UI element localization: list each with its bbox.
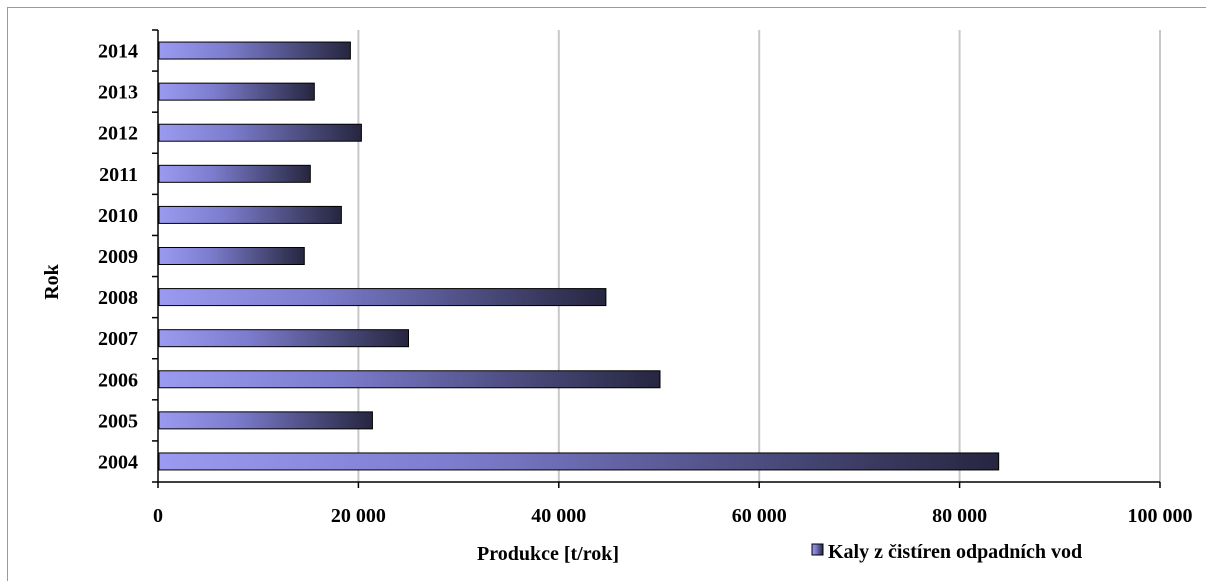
bar-2013 [158,82,315,101]
chart-frame [7,7,1206,581]
y-tick-label: 2009 [98,246,138,268]
bar-2007 [158,329,409,348]
bar-2014 [158,41,351,60]
legend-label: Kaly z čistíren odpadních vod [828,541,1082,563]
legend-swatch [811,543,824,556]
bars [158,41,1000,471]
bar-2012 [158,123,362,142]
y-tick-labels: 2004 2005 2006 2007 2008 2009 2010 2011 2012 2013… [98,41,138,474]
x-tick-label: 100 000 [1128,505,1193,527]
x-tick-label: 80 000 [932,505,987,527]
x-tick-label: 0 [153,505,163,527]
x-tick-labels: 0 20 000 40 000 60 000 80 000 100 000 [153,505,1193,527]
bar-2009 [158,247,305,265]
y-tick-label: 2004 [98,451,138,473]
x-axis-title: Produkce [t/rok] [477,543,619,565]
bar-2008 [158,288,607,307]
bar-2005 [158,411,373,430]
y-axis-title: Rok [41,263,63,299]
y-tick-label: 2013 [98,82,138,104]
y-tick-label: 2005 [98,410,138,432]
y-tick-label: 2007 [98,328,138,350]
axes [152,29,1161,488]
x-tick-label: 60 000 [732,505,787,527]
bar-2004 [158,452,1000,471]
legend: Kaly z čistíren odpadních vod [811,541,1082,563]
x-tick-label: 20 000 [331,505,386,527]
y-tick-label: 2006 [98,369,138,391]
y-tick-label: 2011 [99,164,138,186]
x-tick-label: 40 000 [531,505,586,527]
y-tick-label: 2010 [98,205,138,227]
y-tick-label: 2008 [98,287,138,309]
bar-2011 [158,164,311,183]
bar-2006 [158,370,661,389]
y-tick-label: 2014 [98,41,138,63]
gridlines [357,30,1161,482]
y-tick-label: 2012 [98,123,138,145]
bar-2010 [158,205,342,224]
